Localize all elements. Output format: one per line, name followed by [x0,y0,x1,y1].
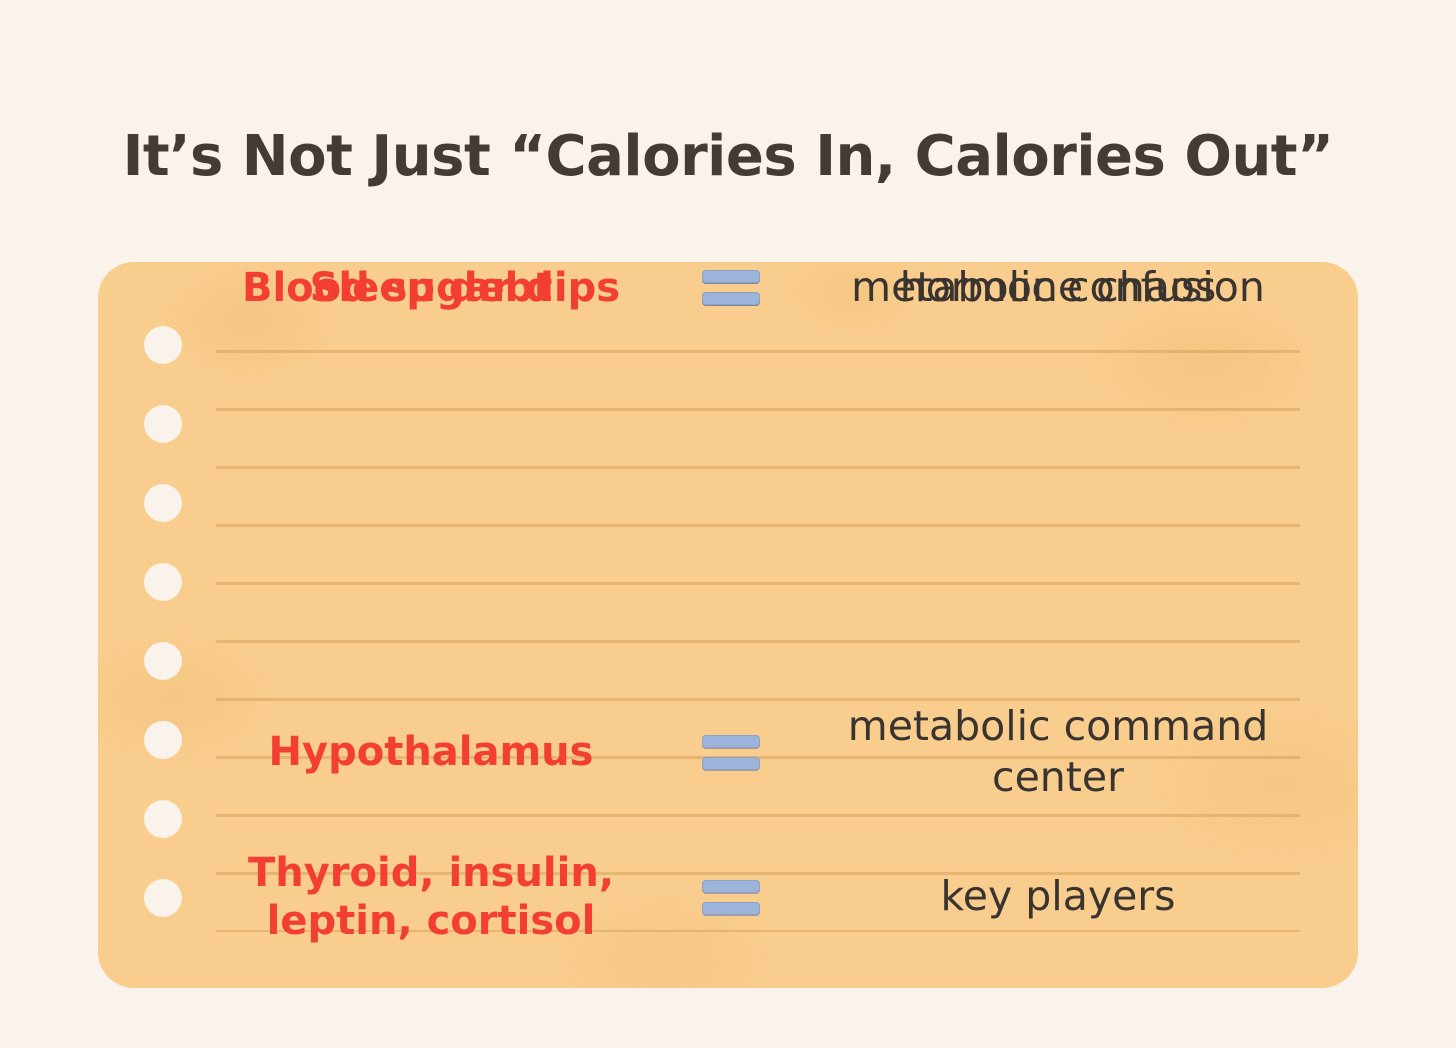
table-row: Hypothalamus metabolic command center [216,679,1300,825]
table-row: Blood sugar dips hormone chaos [216,262,1300,313]
punch-hole [144,326,182,364]
punch-hole [144,563,182,601]
equals-bar [702,756,760,770]
definition-text: hormone chaos [899,263,1217,311]
table-row: Sleep debt metabolic confusion [216,262,1300,313]
term-text: Hypothalamus [268,729,594,775]
table-row: Thyroid, insulin, leptin, cortisol key p… [216,824,1300,970]
definition-text: key players [940,872,1176,921]
punch-hole [144,800,182,838]
equals-bar [702,270,760,284]
definition-text: metabolic command center [847,701,1269,801]
page-title: It’s Not Just “Calories In, Calories Out… [122,124,1334,189]
punch-holes [144,326,182,917]
equals-icon [702,270,760,306]
equals-bar [702,292,760,306]
punch-hole [144,484,182,522]
notepad-card: Hypothalamus metabolic command center Th… [98,262,1358,988]
ruled-lines [216,350,1300,932]
definition-text: metabolic confusion [851,263,1265,311]
term-text: Thyroid, insulin, leptin, cortisol [247,850,615,944]
equals-icon [702,879,760,915]
punch-hole [144,405,182,443]
equals-bar [702,734,760,748]
equals-bar [702,901,760,915]
punch-hole [144,721,182,759]
term-text: Blood sugar dips [241,264,621,311]
equals-icon [702,734,760,770]
punch-hole [144,879,182,917]
equals-bar [702,879,760,893]
punch-hole [144,642,182,680]
term-text: Sleep debt [309,264,553,311]
